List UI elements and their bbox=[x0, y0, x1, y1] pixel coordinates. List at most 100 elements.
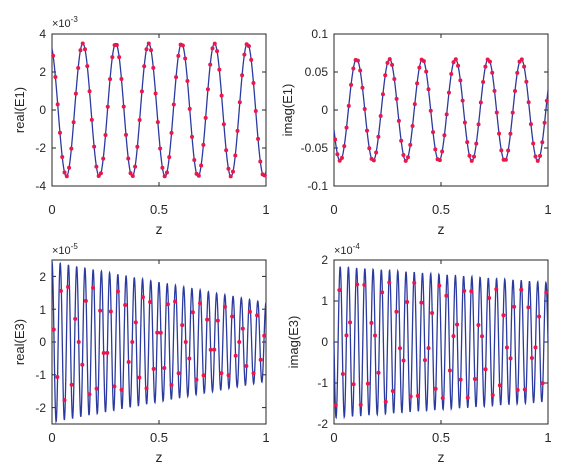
data-point bbox=[390, 389, 395, 394]
data-point bbox=[430, 310, 435, 315]
data-point bbox=[433, 147, 438, 152]
data-point bbox=[133, 320, 138, 325]
data-point bbox=[119, 387, 124, 392]
data-point bbox=[115, 289, 120, 294]
data-point bbox=[162, 365, 167, 370]
data-point bbox=[380, 92, 385, 97]
data-point bbox=[173, 299, 178, 304]
data-point bbox=[251, 371, 256, 376]
data-point bbox=[504, 345, 509, 350]
data-point bbox=[535, 158, 540, 163]
data-point bbox=[78, 48, 83, 53]
data-point bbox=[390, 62, 395, 67]
data-point bbox=[472, 377, 477, 381]
data-point bbox=[526, 305, 531, 310]
data-point bbox=[226, 166, 231, 171]
data-point bbox=[440, 396, 445, 401]
data-point bbox=[262, 333, 267, 338]
x-tick-label: 0.5 bbox=[432, 430, 450, 445]
data-point bbox=[385, 60, 390, 65]
data-point bbox=[469, 289, 474, 294]
data-point bbox=[114, 43, 119, 48]
data-point bbox=[187, 106, 192, 111]
data-point bbox=[110, 55, 115, 60]
data-point bbox=[58, 288, 63, 293]
data-point bbox=[255, 313, 260, 318]
data-point bbox=[183, 56, 188, 61]
data-point bbox=[367, 146, 372, 151]
data-point bbox=[460, 98, 465, 103]
data-point bbox=[396, 118, 401, 123]
data-point bbox=[444, 293, 449, 298]
series-line bbox=[333, 58, 549, 162]
data-point bbox=[474, 141, 479, 146]
panel-imag-e3: ×10-4 2 1 0 -1 -2 0 0.5 1 z imag(E3) bbox=[286, 242, 552, 465]
data-point bbox=[253, 109, 258, 114]
data-point bbox=[73, 91, 78, 96]
data-point bbox=[465, 140, 470, 145]
data-point bbox=[192, 158, 197, 163]
data-point bbox=[337, 288, 342, 293]
data-point bbox=[433, 386, 438, 391]
data-point bbox=[465, 395, 470, 400]
data-point bbox=[480, 334, 485, 339]
data-point bbox=[349, 82, 354, 87]
data-point bbox=[176, 53, 181, 58]
data-point bbox=[212, 347, 217, 352]
data-point bbox=[230, 169, 235, 174]
data-point bbox=[415, 393, 420, 398]
data-point bbox=[151, 65, 156, 70]
x-tick-label: 1 bbox=[544, 202, 551, 217]
data-point bbox=[522, 64, 527, 69]
data-point bbox=[490, 70, 495, 75]
data-point bbox=[233, 153, 238, 158]
data-point bbox=[355, 58, 360, 63]
data-point bbox=[83, 298, 88, 303]
data-point bbox=[183, 340, 188, 344]
data-point bbox=[383, 399, 388, 404]
data-point bbox=[51, 327, 56, 332]
data-point bbox=[83, 47, 88, 52]
data-point bbox=[57, 130, 62, 135]
data-point bbox=[126, 156, 131, 161]
data-point bbox=[451, 60, 456, 65]
y-tick-label: 2 bbox=[39, 65, 46, 79]
data-point bbox=[71, 120, 76, 125]
y-axis-label: real(E1) bbox=[12, 87, 27, 133]
data-point bbox=[222, 304, 227, 309]
data-point bbox=[105, 104, 110, 109]
data-point bbox=[149, 48, 154, 53]
data-point bbox=[360, 85, 365, 90]
data-point bbox=[362, 107, 367, 112]
data-point bbox=[171, 102, 176, 107]
data-point bbox=[403, 158, 408, 163]
data-point bbox=[447, 368, 452, 373]
data-point bbox=[158, 146, 163, 151]
data-point bbox=[137, 118, 142, 123]
data-point bbox=[544, 98, 549, 103]
data-point bbox=[540, 140, 545, 145]
data-point bbox=[237, 340, 242, 344]
data-point bbox=[151, 366, 156, 371]
exponent-label-3: ×10-5 bbox=[52, 242, 78, 257]
data-point bbox=[490, 392, 495, 397]
plot-area-1 bbox=[51, 33, 267, 187]
y-axis-label: real(E3) bbox=[12, 319, 27, 365]
data-point bbox=[519, 287, 524, 292]
data-point bbox=[526, 100, 531, 105]
data-point bbox=[417, 65, 422, 70]
data-point bbox=[169, 130, 174, 135]
data-point bbox=[190, 310, 195, 315]
data-point bbox=[208, 62, 213, 67]
data-point bbox=[117, 55, 122, 60]
data-point bbox=[421, 59, 426, 64]
data-point bbox=[501, 313, 506, 318]
data-point bbox=[233, 353, 238, 358]
data-point bbox=[538, 153, 543, 158]
data-point bbox=[91, 285, 96, 290]
y-tick-label: 0 bbox=[39, 335, 46, 349]
data-point bbox=[487, 296, 492, 301]
y-axis-label: imag(E3) bbox=[286, 316, 301, 369]
data-point bbox=[533, 345, 538, 350]
